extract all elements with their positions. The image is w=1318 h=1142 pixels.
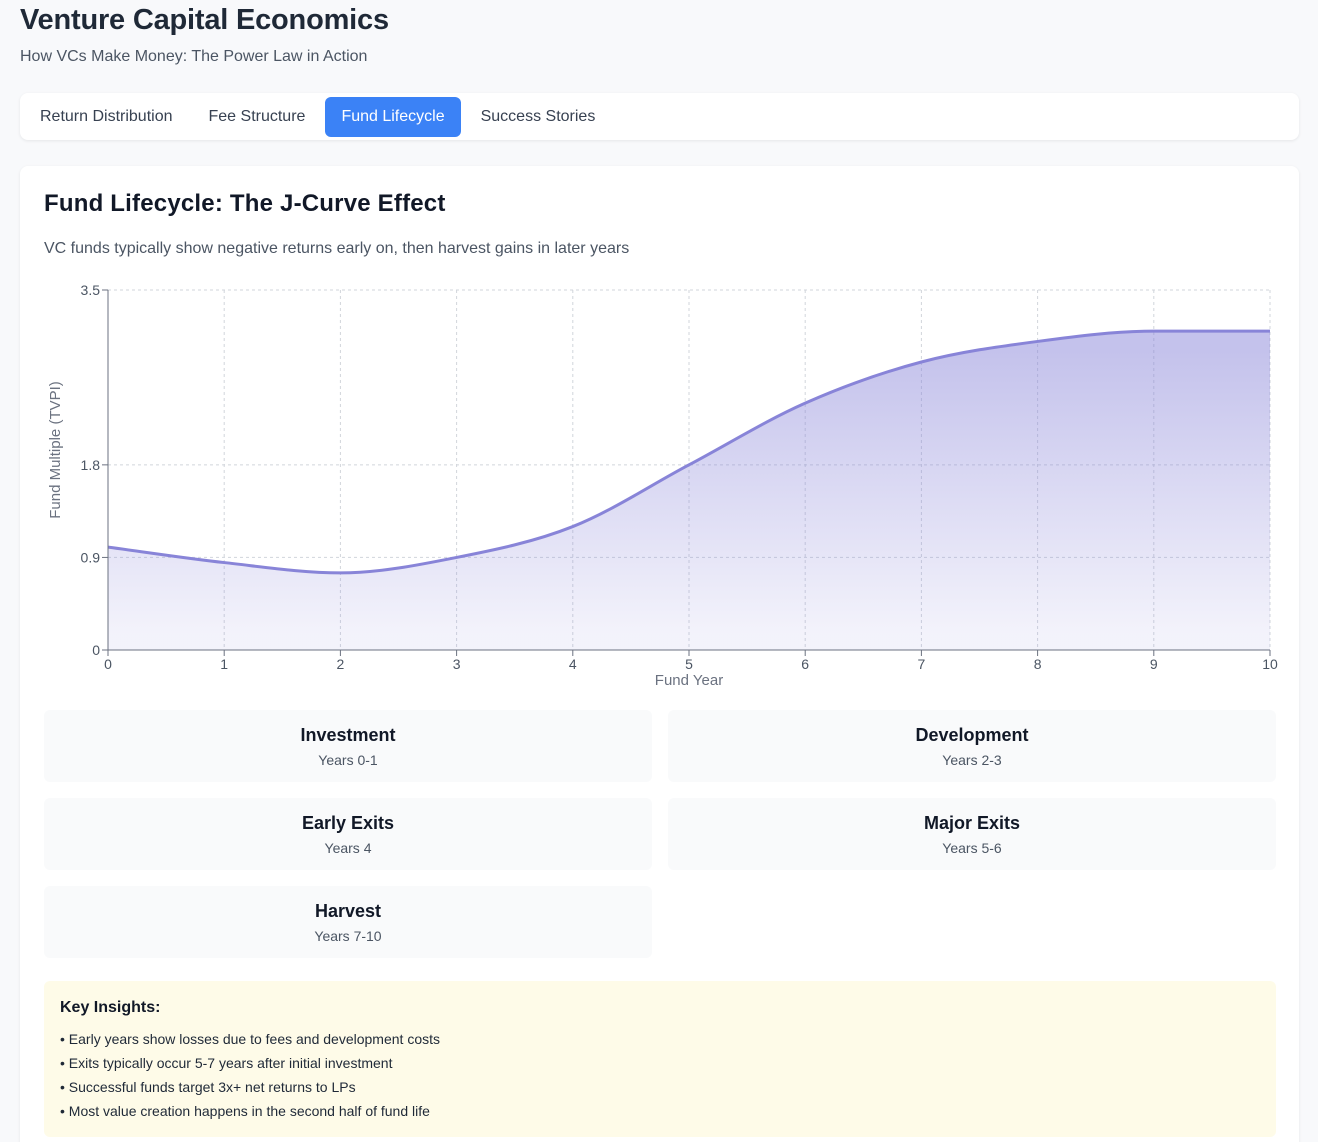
tab-bar: Return Distribution Fee Structure Fund L… [20,93,1299,140]
phase-card-early-exits: Early Exits Years 4 [44,798,652,870]
x-tick-label: 2 [337,656,345,672]
phase-card-harvest: Harvest Years 7-10 [44,886,652,958]
insight-item: Successful funds target 3x+ net returns … [60,1075,1260,1099]
lifecycle-card: Fund Lifecycle: The J-Curve Effect VC fu… [20,166,1299,1142]
x-axis-label: Fund Year [655,672,723,689]
x-tick-label: 5 [685,656,693,672]
series-line [107,329,1270,575]
y-tick-label: 3.5 [81,282,101,298]
phase-name: Harvest [314,900,382,921]
phase-years: Years 4 [324,839,372,856]
x-tick-label: 8 [1034,656,1042,672]
phase-card-investment: Investment Years 0-1 [44,710,652,782]
phase-name: Investment [300,724,396,745]
x-tick-label: 10 [1262,656,1278,672]
insight-item: Exits typically occur 5-7 years after in… [60,1051,1260,1075]
tab-return-distribution[interactable]: Return Distribution [40,108,173,125]
insight-item: Early years show losses due to fees and … [60,1027,1260,1051]
key-insights-box: Key Insights: Early years show losses du… [44,981,1276,1137]
phase-years: Years 0-1 [318,751,378,768]
x-tick-label: 1 [220,656,228,672]
insights-title: Key Insights: [60,999,161,1016]
insight-item: Most value creation happens in the secon… [60,1099,1260,1123]
phase-years: Years 5-6 [942,839,1002,856]
phase-years: Years 7-10 [314,927,382,944]
x-tick-label: 7 [918,656,926,672]
y-axis-label: Fund Multiple (TVPI) [47,381,64,519]
tab-success-stories[interactable]: Success Stories [480,108,596,125]
tab-fund-lifecycle[interactable]: Fund Lifecycle [325,97,461,137]
x-tick-label: 6 [801,656,809,672]
phase-card-major-exits: Major Exits Years 5-6 [668,798,1276,870]
y-tick-label: 0.9 [81,549,101,565]
phase-grid: Investment Years 0-1 Development Years 2… [44,710,1276,958]
card-title: Fund Lifecycle: The J-Curve Effect [44,190,446,217]
x-tick-label: 3 [453,656,461,672]
tab-fee-structure[interactable]: Fee Structure [208,108,306,125]
app-title: Venture Capital Economics [20,4,389,36]
y-tick-label: 1.8 [81,457,101,473]
x-tick-label: 9 [1150,656,1158,672]
phase-years: Years 2-3 [942,751,1002,768]
phase-card-development: Development Years 2-3 [668,710,1276,782]
phase-name: Development [915,724,1029,745]
j-curve-chart: 0 1 2 3 4 5 6 7 8 9 10 0 0.9 1.8 3.5 Fund Year Fund Mult… [47,282,1278,689]
card-description: VC funds typically show negative returns… [44,240,630,257]
x-tick-label: 0 [104,656,112,672]
x-tick-label: 4 [569,656,577,672]
y-tick-label: 0 [92,642,100,658]
phase-name: Early Exits [301,812,395,833]
phase-name: Major Exits [923,812,1021,833]
app-subtitle: How VCs Make Money: The Power Law in Act… [20,48,368,65]
series-area-fill [108,331,1270,650]
